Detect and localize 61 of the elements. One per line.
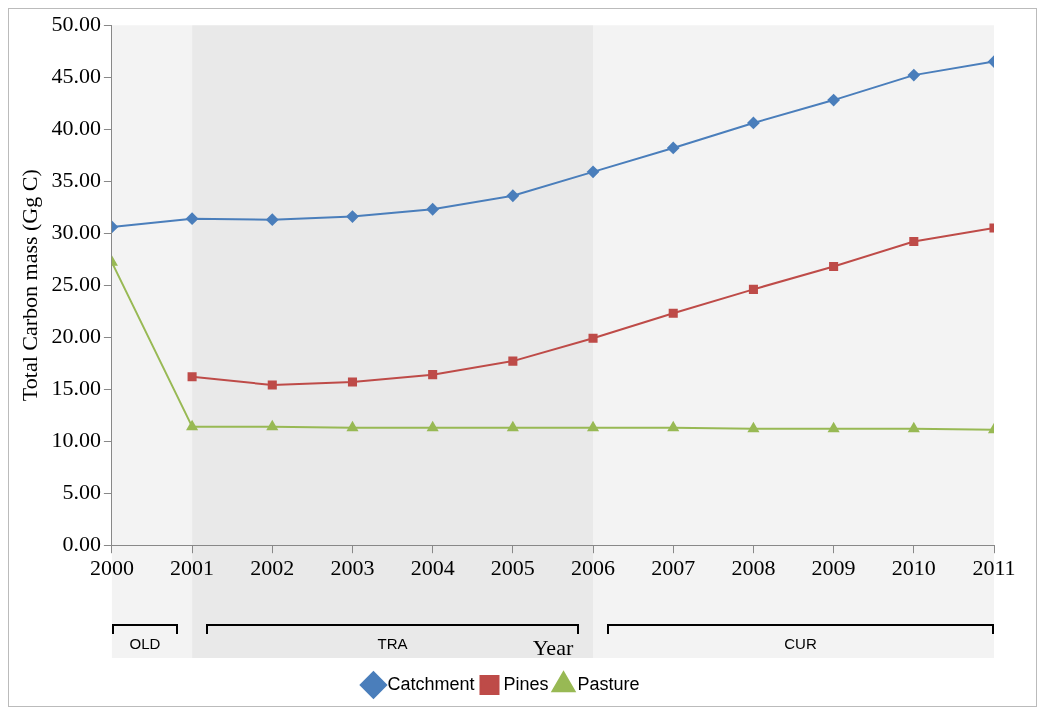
x-tick-label: 2003 — [330, 555, 375, 581]
y-tick-label: 45.00 — [51, 62, 101, 88]
x-tick-label: 2011 — [972, 555, 1016, 581]
point — [428, 370, 438, 380]
point — [667, 141, 680, 154]
x-tick-label: 2001 — [170, 555, 215, 581]
point — [267, 380, 277, 390]
point — [908, 422, 920, 433]
y-tick-label: 35.00 — [51, 166, 101, 192]
point — [508, 356, 518, 366]
legend-label: Catchment — [387, 673, 475, 694]
x-tick-label: 2008 — [731, 555, 776, 581]
point — [747, 116, 760, 129]
point — [266, 420, 278, 431]
point — [506, 189, 519, 202]
x-tick-label: 2004 — [410, 555, 455, 581]
band-label: TRA — [377, 635, 408, 652]
y-tick-label: 5.00 — [62, 478, 101, 504]
y-tick-label: 10.00 — [51, 426, 101, 452]
legend-label: Pasture — [577, 673, 640, 694]
point — [748, 422, 759, 433]
point — [748, 284, 758, 294]
point — [587, 165, 600, 178]
x-tick-label: 2002 — [250, 555, 295, 581]
y-tick-label: 30.00 — [51, 218, 101, 244]
point — [507, 421, 519, 432]
point — [426, 203, 439, 216]
point — [907, 69, 920, 82]
point — [187, 372, 197, 382]
x-tick-label: 2009 — [811, 555, 856, 581]
y-tick-label: 0.00 — [62, 530, 101, 556]
point — [588, 333, 598, 343]
x-axis-title: Year — [532, 634, 574, 660]
point — [347, 421, 358, 432]
point — [909, 236, 919, 247]
point — [587, 421, 599, 432]
y-tick-label: 25.00 — [51, 270, 101, 296]
legend-label: Pines — [503, 673, 549, 694]
y-axis-title: Total Carbon mass (Gg C) — [16, 169, 42, 402]
x-tick-label: 2007 — [651, 555, 696, 581]
point — [829, 261, 839, 272]
band-label: OLD — [128, 635, 162, 652]
x-tick-label: 2010 — [891, 555, 936, 581]
y-tick-label: 15.00 — [51, 374, 101, 400]
point — [668, 308, 678, 318]
y-tick-label: 20.00 — [51, 322, 101, 348]
point — [667, 421, 679, 432]
point — [266, 213, 279, 226]
band-label: CUR — [783, 635, 818, 652]
point — [347, 377, 358, 387]
x-tick-label: 2005 — [490, 555, 535, 581]
point — [827, 94, 840, 107]
x-tick-label: 2006 — [571, 555, 616, 581]
point — [427, 421, 438, 432]
point — [346, 210, 359, 223]
y-tick-label: 40.00 — [51, 114, 101, 140]
y-tick-label: 50.00 — [51, 10, 101, 36]
point — [186, 420, 198, 431]
x-tick-label: 2000 — [89, 555, 134, 581]
point — [828, 422, 839, 433]
point — [186, 212, 199, 225]
